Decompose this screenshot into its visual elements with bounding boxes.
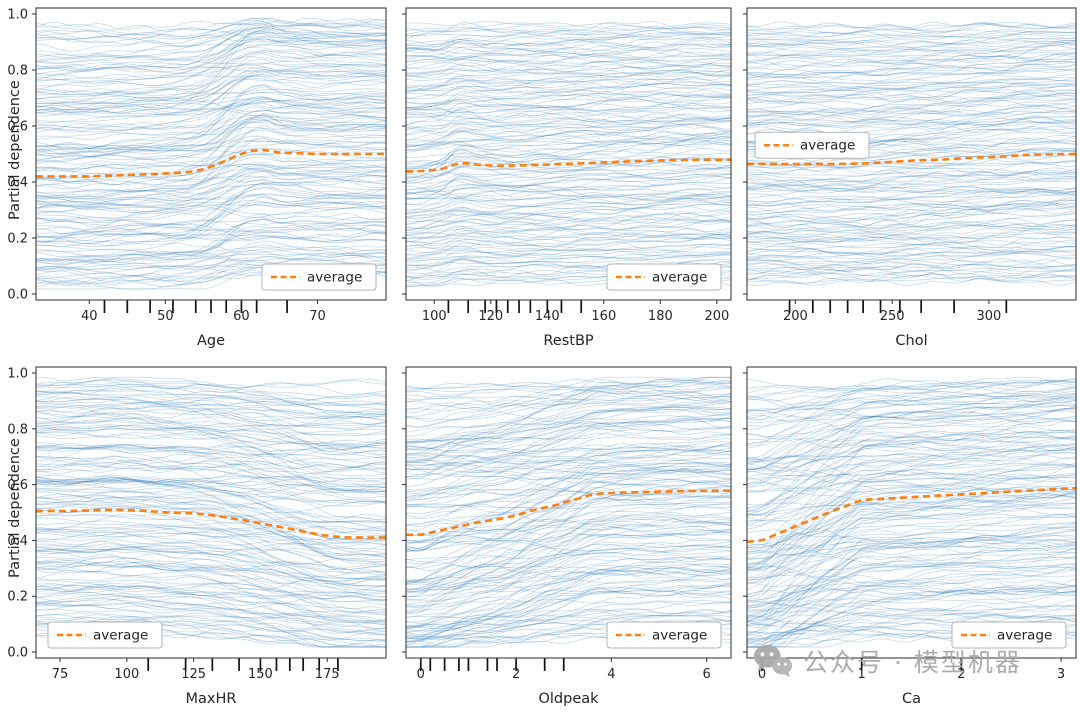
x-tick-label: 150 — [248, 667, 273, 682]
plot-border — [746, 366, 1077, 659]
decile-rug — [419, 658, 565, 671]
y-tick-label: 0.4 — [7, 534, 28, 549]
x-tick-label: 0 — [758, 667, 766, 682]
subplot-ca: 0 1 2 3 Ca average — [743, 366, 1077, 707]
subplot-maxhr: 75 100 125 150 175 MaxHR 0.0 0.2 0.4 0.6 0.8 1.0 ave… — [7, 366, 387, 707]
ice-lines — [406, 376, 731, 648]
x-axis-label: RestBP — [543, 333, 594, 349]
legend: average — [951, 621, 1067, 649]
x-tick-label: 2 — [957, 667, 965, 682]
legend-label: average — [652, 628, 707, 644]
decile-rug — [147, 658, 339, 671]
y-tick-label: 0.8 — [7, 64, 28, 79]
x-tick-label: 50 — [157, 309, 174, 324]
legend: average — [606, 621, 722, 649]
plot-border — [35, 7, 387, 301]
legend: average — [754, 131, 870, 159]
legend: average — [606, 263, 722, 291]
x-tick-label: 2 — [512, 667, 520, 682]
ice-lines — [36, 17, 386, 290]
x-tick-label: 175 — [315, 667, 340, 682]
legend-label: average — [800, 138, 855, 154]
y-tick-label: 0.2 — [7, 590, 28, 605]
legend-label: average — [997, 628, 1052, 644]
average-line — [406, 489, 731, 537]
ice-lines — [747, 21, 1076, 287]
x-tick-label: 100 — [114, 667, 139, 682]
plot-border — [405, 366, 732, 659]
legend: average — [47, 621, 163, 649]
x-tick-label: 125 — [181, 667, 206, 682]
legend-label: average — [307, 270, 362, 286]
x-tick-label: 200 — [783, 309, 808, 324]
y-axis-title-row2: Partial dependence — [7, 438, 23, 578]
x-tick-label: 70 — [309, 309, 326, 324]
plot-border — [405, 7, 732, 301]
x-axis-label: Oldpeak — [538, 691, 599, 707]
x-axis-label: Age — [197, 333, 225, 349]
x-tick-label: 120 — [478, 309, 503, 324]
x-tick-label: 4 — [607, 667, 615, 682]
average-line — [747, 486, 1076, 544]
average-line — [747, 152, 1076, 166]
y-tick-label: 0.8 — [7, 422, 28, 437]
ice-lines — [406, 21, 731, 288]
x-tick-label: 0 — [417, 667, 425, 682]
x-tick-label: 40 — [81, 309, 98, 324]
x-tick-label: 250 — [880, 309, 905, 324]
average-line — [406, 158, 731, 173]
subplot-chol: 200 250 300 Chol average — [743, 7, 1077, 349]
y-tick-label: 0.0 — [7, 288, 28, 303]
x-tick-label: 75 — [52, 667, 69, 682]
x-tick-label: 1 — [858, 667, 866, 682]
y-tick-label: 0.6 — [7, 120, 28, 135]
x-axis-label: Chol — [895, 333, 927, 349]
average-line — [36, 148, 386, 178]
legend: average — [261, 263, 377, 291]
watermark: 公众号 · 模型机器 — [752, 642, 1022, 680]
x-tick-label: 300 — [976, 309, 1001, 324]
y-tick-label: 0.6 — [7, 478, 28, 493]
legend-label: average — [652, 270, 707, 286]
x-axis-label: Ca — [902, 691, 921, 707]
plot-border — [35, 366, 387, 659]
y-axis-title-row1: Partial dependence — [7, 80, 23, 220]
y-tick-label: 1.0 — [7, 8, 28, 23]
x-tick-label: 180 — [648, 309, 673, 324]
subplot-age: 40 50 60 70 Age 0.0 0.2 0.4 0.6 0.8 1.0 average — [7, 7, 387, 349]
wechat-icon — [753, 644, 793, 678]
ice-lines — [36, 376, 386, 648]
decile-rug — [788, 300, 1008, 313]
x-tick-label: 6 — [703, 667, 711, 682]
y-tick-label: 0.0 — [7, 646, 28, 661]
x-tick-label: 3 — [1057, 667, 1065, 682]
legend-label: average — [93, 628, 148, 644]
ice-lines — [747, 376, 1076, 648]
x-tick-label: 60 — [233, 309, 250, 324]
y-tick-label: 0.4 — [7, 176, 28, 191]
plot-border — [746, 7, 1077, 301]
decile-rug — [103, 300, 288, 313]
subplot-oldpeak: 0 2 4 6 Oldpeak average — [402, 366, 732, 707]
y-tick-label: 0.2 — [7, 232, 28, 247]
subplot-restbp: 100 120 140 160 180 200 RestBP average — [402, 7, 732, 349]
x-tick-label: 100 — [422, 309, 447, 324]
x-axis-label: MaxHR — [186, 691, 237, 707]
x-tick-label: 140 — [535, 309, 560, 324]
y-tick-label: 1.0 — [7, 367, 28, 382]
x-tick-label: 160 — [591, 309, 616, 324]
watermark-text: 公众号 · 模型机器 — [803, 648, 1022, 677]
average-line — [36, 508, 386, 539]
x-tick-label: 200 — [704, 309, 729, 324]
decile-rug — [447, 300, 583, 313]
